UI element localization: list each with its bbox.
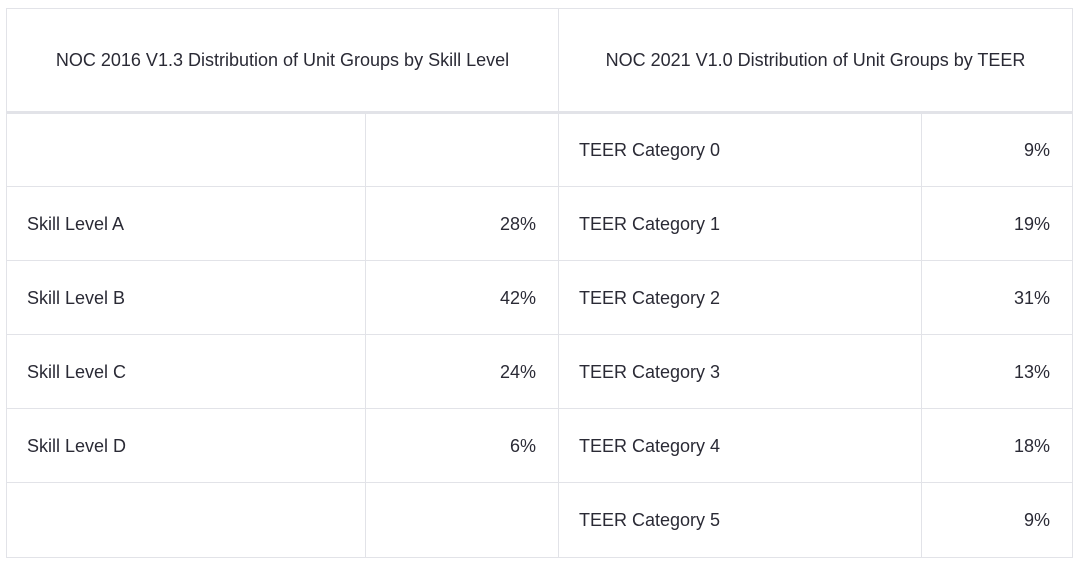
table-row: TEER Category 5 9% <box>6 482 1074 558</box>
skill-level-percent: 24% <box>365 334 559 409</box>
teer-category-label: TEER Category 0 <box>558 112 922 187</box>
skill-level-label <box>6 112 366 187</box>
table-row: Skill Level A 28% TEER Category 1 19% <box>6 186 1074 261</box>
table-row: TEER Category 0 9% <box>6 112 1074 187</box>
table-row: Skill Level D 6% TEER Category 4 18% <box>6 408 1074 483</box>
header-noc-2016: NOC 2016 V1.3 Distribution of Unit Group… <box>6 8 559 114</box>
table-header: NOC 2016 V1.3 Distribution of Unit Group… <box>6 8 1074 114</box>
teer-category-label: TEER Category 2 <box>558 260 922 335</box>
teer-category-percent: 18% <box>920 408 1074 483</box>
table-row: Skill Level C 24% TEER Category 3 13% <box>6 334 1074 409</box>
teer-category-label: TEER Category 3 <box>558 334 922 409</box>
teer-category-percent: 19% <box>920 186 1074 261</box>
teer-category-percent: 9% <box>920 482 1074 558</box>
skill-level-label: Skill Level C <box>6 334 366 409</box>
teer-category-label: TEER Category 5 <box>558 482 922 558</box>
teer-category-label: TEER Category 1 <box>558 186 922 261</box>
skill-level-percent: 6% <box>365 408 559 483</box>
header-row: NOC 2016 V1.3 Distribution of Unit Group… <box>6 8 1074 114</box>
skill-level-label <box>6 482 366 558</box>
header-noc-2021: NOC 2021 V1.0 Distribution of Unit Group… <box>557 8 1074 114</box>
skill-level-label: Skill Level D <box>6 408 366 483</box>
teer-category-percent: 9% <box>920 112 1074 187</box>
comparison-table-container: NOC 2016 V1.3 Distribution of Unit Group… <box>6 8 1074 558</box>
table-row: Skill Level B 42% TEER Category 2 31% <box>6 260 1074 335</box>
teer-category-percent: 31% <box>920 260 1074 335</box>
skill-level-percent: 28% <box>365 186 559 261</box>
skill-level-percent <box>365 482 559 558</box>
teer-category-percent: 13% <box>920 334 1074 409</box>
skill-level-label: Skill Level B <box>6 260 366 335</box>
skill-level-percent: 42% <box>365 260 559 335</box>
noc-comparison-table: NOC 2016 V1.3 Distribution of Unit Group… <box>6 8 1074 558</box>
skill-level-label: Skill Level A <box>6 186 366 261</box>
table-body: TEER Category 0 9% Skill Level A 28% TEE… <box>6 112 1074 558</box>
skill-level-percent <box>365 112 559 187</box>
teer-category-label: TEER Category 4 <box>558 408 922 483</box>
